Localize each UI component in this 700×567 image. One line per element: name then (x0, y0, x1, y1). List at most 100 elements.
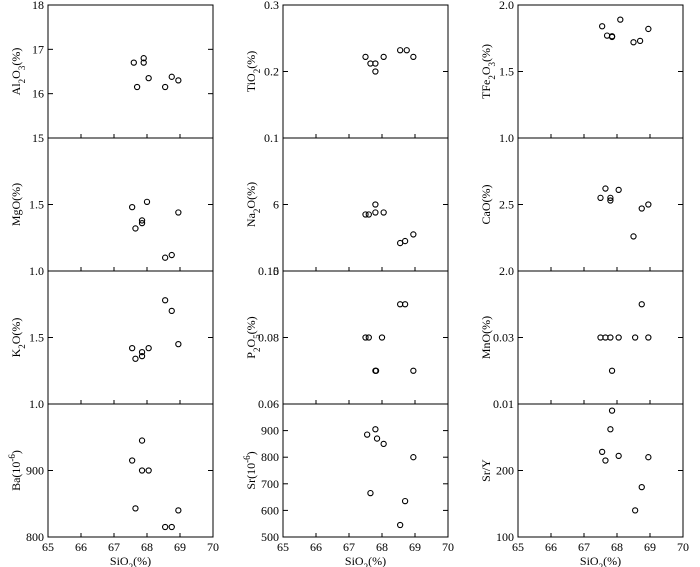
data-point (372, 367, 380, 374)
y-axis-label: K2O(%) (9, 318, 27, 358)
data-point (410, 454, 417, 461)
data-point (396, 47, 404, 54)
panel-11: 100 200 65 66 67 68 69 70 Sr/Y SiO2(%) (479, 403, 689, 567)
y-tick-label: 0.10 (258, 264, 279, 278)
x-axis-label: SiO2(%) (580, 554, 621, 567)
data-point (396, 521, 404, 529)
panel-frame (282, 137, 449, 272)
y-axis-label: Na2O(%) (244, 182, 262, 227)
data-point (138, 467, 146, 474)
x-tick-label: 68 (376, 540, 388, 554)
panel-frame (47, 4, 214, 139)
data-point (363, 431, 371, 438)
data-point (599, 448, 606, 456)
data-point (161, 523, 169, 531)
y-axis-label: P2O5(%) (244, 316, 262, 358)
data-point (636, 37, 644, 45)
data-point (362, 334, 369, 341)
panel-frame (47, 270, 214, 405)
y-tick-label: 0.1 (264, 131, 279, 145)
x-tick-label: 65 (277, 540, 289, 554)
data-point (615, 186, 622, 194)
y-tick-label: 800 (26, 530, 44, 544)
y-tick-label: 0.03 (493, 331, 514, 345)
data-point (632, 334, 639, 341)
x-axis-label: SiO2(%) (110, 554, 151, 567)
data-point (168, 307, 175, 315)
y-axis-label: MgO(%) (9, 183, 23, 226)
data-point (410, 231, 417, 238)
data-point (380, 209, 387, 216)
x-axis-label: SiO2(%) (345, 554, 386, 567)
x-tick-label: 66 (310, 540, 322, 554)
y-tick-label: 2.0 (499, 0, 514, 12)
data-point (362, 211, 369, 218)
data-point (615, 334, 622, 341)
y-tick-label: 200 (496, 464, 514, 478)
y-tick-label: 0.06 (258, 397, 279, 411)
y-tick-label: 1.0 (29, 264, 44, 278)
y-tick-label: 17 (32, 42, 44, 56)
x-tick-label: 69 (409, 540, 421, 554)
y-tick-label: 1.5 (499, 65, 514, 79)
panel-frame (517, 403, 684, 538)
panel-frame (282, 270, 449, 405)
y-axis-label: Sr/Y (479, 459, 493, 482)
data-point (168, 523, 175, 531)
data-point (617, 16, 624, 23)
x-tick-label: 68 (611, 540, 623, 554)
x-tick-label: 67 (578, 540, 590, 554)
y-tick-label: 700 (261, 477, 279, 491)
y-tick-label: 800 (261, 450, 279, 464)
data-point (175, 507, 182, 514)
data-point (145, 75, 152, 82)
panel-1: 0.1 0.2 0.3 TiO2(%) (244, 0, 449, 145)
data-point (132, 355, 139, 362)
data-point (145, 344, 152, 352)
data-point (401, 301, 409, 308)
panel-5: 2.0 2.5 CaO(%) (479, 137, 684, 278)
panel-frame (517, 270, 684, 405)
data-point (138, 352, 146, 360)
x-tick-label: 66 (75, 540, 87, 554)
data-point (607, 426, 614, 433)
data-point (372, 68, 379, 75)
data-point (373, 435, 381, 442)
data-point (365, 211, 372, 218)
panel-frame (517, 137, 684, 272)
data-point (133, 83, 141, 91)
data-point (161, 83, 169, 91)
data-point (175, 209, 182, 216)
y-tick-label: 1.0 (499, 131, 514, 145)
data-point (401, 497, 409, 505)
data-point (138, 348, 146, 356)
data-point (607, 194, 614, 201)
y-tick-label: 2.0 (499, 264, 514, 278)
data-point (630, 233, 637, 240)
panel-9: 800 900 65 66 67 68 69 70 Ba(10-6) SiO2(%) (7, 403, 219, 567)
panel-7: 0.06 0.08 0.10 P2O5(%) (244, 264, 449, 411)
data-point (138, 219, 146, 227)
y-tick-label: 500 (261, 530, 279, 544)
data-point (140, 55, 147, 62)
x-tick-label: 67 (108, 540, 120, 554)
y-tick-label: 18 (32, 0, 44, 12)
data-point (410, 53, 417, 61)
data-point (175, 77, 182, 84)
data-point (130, 59, 137, 66)
x-tick-label: 70 (677, 540, 689, 554)
panel-frame (47, 403, 214, 538)
y-tick-label: 6 (273, 198, 279, 212)
data-point (378, 334, 386, 341)
y-tick-label: 900 (261, 424, 279, 438)
data-point (372, 201, 379, 208)
data-point (168, 251, 175, 259)
x-tick-label: 70 (442, 540, 454, 554)
data-point (608, 367, 616, 374)
data-point (128, 204, 136, 211)
data-point (602, 185, 609, 192)
y-axis-label: CaO(%) (479, 185, 493, 225)
y-tick-label: 1.0 (29, 397, 44, 411)
